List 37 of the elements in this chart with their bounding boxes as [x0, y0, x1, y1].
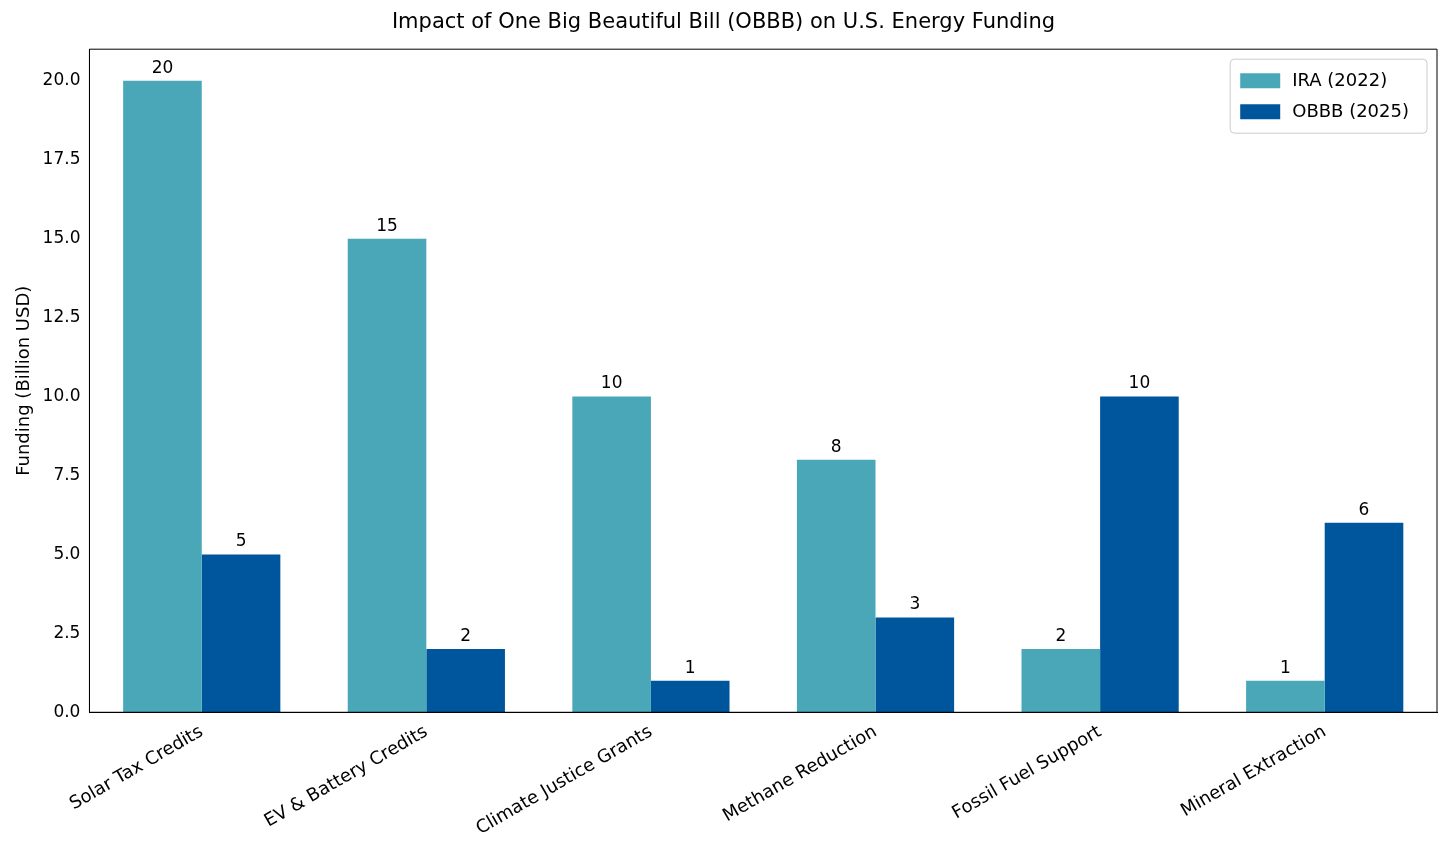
data-label: 5	[235, 530, 247, 551]
bar	[796, 459, 876, 713]
data-label: 1	[684, 656, 696, 677]
y-tick-label: 17.5	[42, 148, 81, 169]
y-tick-label: 20.0	[42, 69, 81, 90]
data-label: 2	[1055, 625, 1067, 646]
y-tick-label: 2.5	[53, 621, 81, 642]
y-tick-label: 0.0	[53, 700, 81, 721]
data-label: 20	[151, 56, 174, 77]
y-axis-title: Funding (Billion USD)	[12, 285, 34, 476]
bar	[347, 238, 427, 713]
y-tick-label: 5.0	[53, 542, 81, 563]
legend-label: IRA (2022)	[1292, 68, 1388, 90]
data-label: 2	[460, 625, 472, 646]
bar	[201, 554, 281, 713]
y-tick-label: 15.0	[42, 227, 81, 248]
y-tick-label: 7.5	[53, 463, 81, 484]
data-label: 3	[909, 593, 921, 614]
y-tick-label: 10.0	[42, 384, 81, 405]
bar	[650, 680, 730, 713]
data-label: 8	[830, 435, 842, 456]
data-label: 1	[1279, 656, 1291, 677]
bar	[123, 80, 202, 713]
data-label: 15	[376, 214, 398, 235]
bar	[426, 649, 505, 713]
data-label: 6	[1358, 498, 1370, 519]
bar	[1324, 522, 1404, 713]
chart-title: Impact of One Big Beautiful Bill (OBBB) on U.S. Energy Funding	[391, 9, 1056, 34]
data-label: 10	[600, 372, 623, 393]
bar	[1021, 649, 1101, 713]
bar	[875, 617, 955, 713]
legend-label: OBBB (2025)	[1292, 99, 1410, 121]
bar	[1246, 680, 1325, 713]
bar	[572, 396, 651, 713]
data-label: 10	[1128, 372, 1151, 393]
bar	[1100, 396, 1179, 713]
y-tick-label: 12.5	[42, 306, 81, 327]
